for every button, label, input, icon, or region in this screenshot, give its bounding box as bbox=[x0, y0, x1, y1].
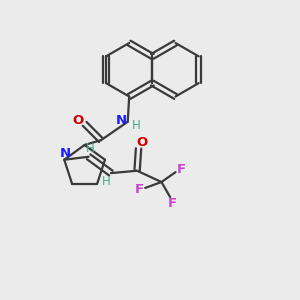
Text: H: H bbox=[102, 175, 111, 188]
Text: H: H bbox=[132, 119, 141, 132]
Text: F: F bbox=[168, 197, 177, 210]
Text: F: F bbox=[135, 183, 144, 196]
Text: N: N bbox=[59, 147, 70, 160]
Text: O: O bbox=[72, 114, 84, 127]
Text: H: H bbox=[86, 142, 94, 155]
Text: O: O bbox=[136, 136, 148, 149]
Text: F: F bbox=[177, 163, 186, 176]
Text: N: N bbox=[116, 114, 127, 127]
